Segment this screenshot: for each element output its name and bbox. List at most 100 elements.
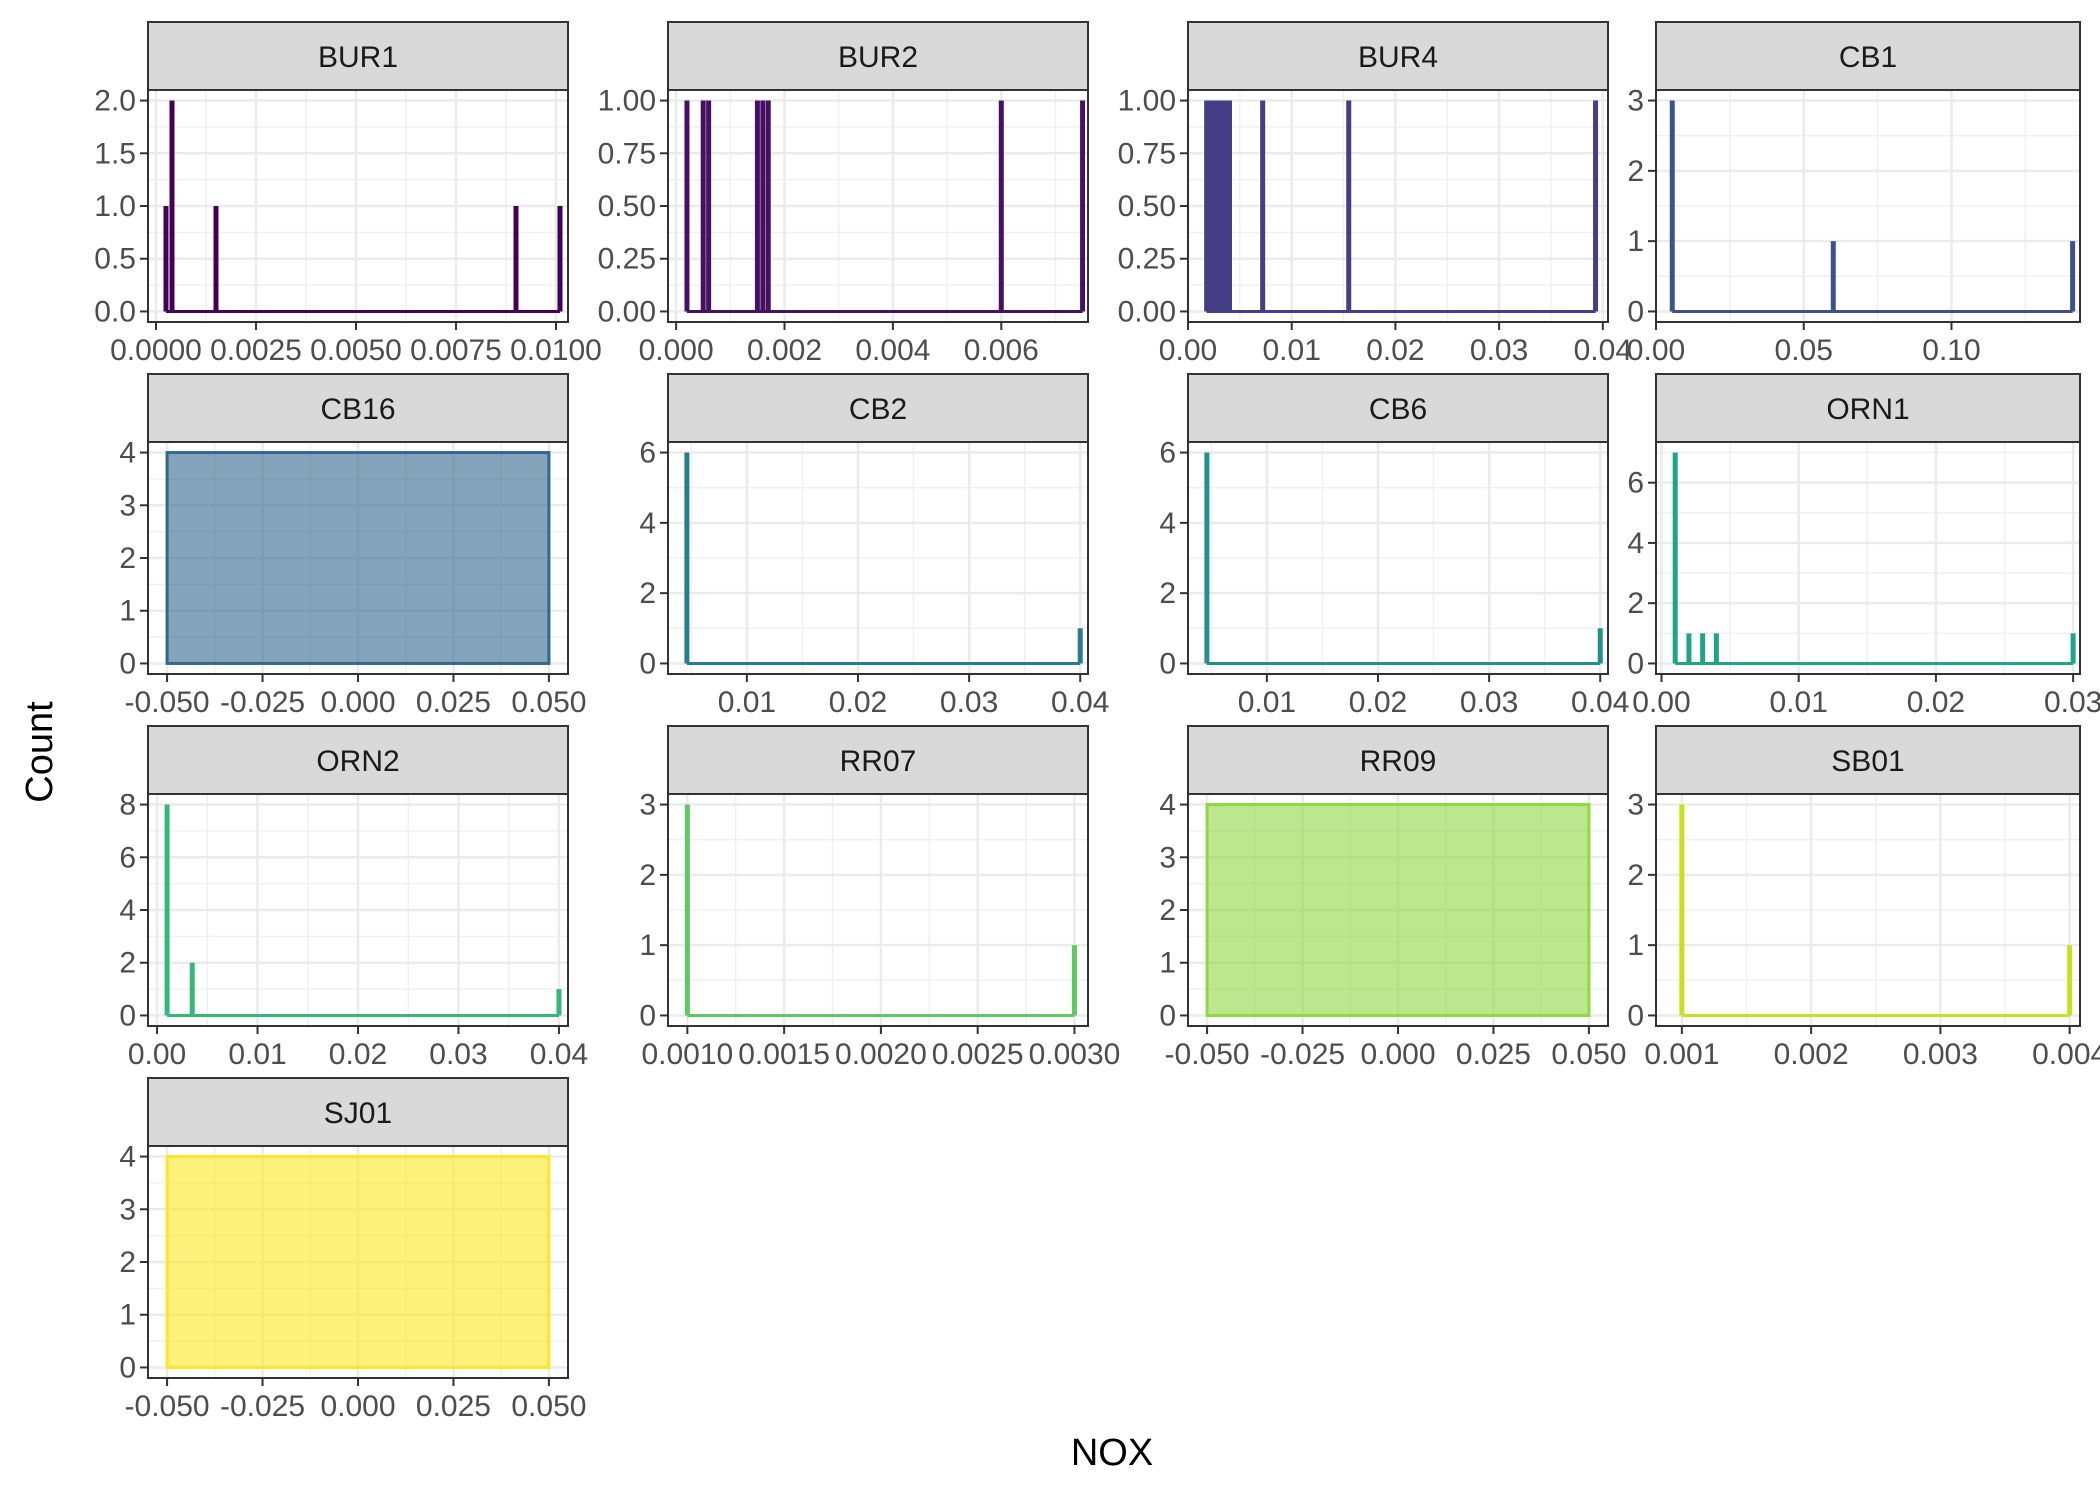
x-tick-label: 0.04 bbox=[1571, 686, 1629, 719]
strip-background bbox=[147, 373, 569, 443]
x-tick-label: 0.01 bbox=[228, 1038, 286, 1071]
x-tick-label: 0.00 bbox=[128, 1038, 186, 1071]
y-tick-label: 0.00 bbox=[598, 295, 656, 328]
panel-border bbox=[1655, 441, 2081, 675]
strip-label: CB6 bbox=[1369, 393, 1427, 426]
x-tick-label: 0.00 bbox=[1627, 334, 1685, 367]
y-tick-label: 4 bbox=[119, 894, 136, 927]
strip-background bbox=[667, 373, 1089, 443]
panel-sj01: SJ01 -0.050 -0.025 0.000 0.025 0.050 0 1 2 3 4 bbox=[119, 1077, 586, 1423]
y-tick-label: 3 bbox=[1159, 841, 1176, 874]
panel-border bbox=[667, 441, 1089, 675]
y-tick-label: 0.0 bbox=[94, 295, 136, 328]
y-tick-label: 0.00 bbox=[1118, 295, 1176, 328]
y-tick-label: 0.25 bbox=[598, 243, 656, 276]
x-tick-label: 0.02 bbox=[829, 686, 887, 719]
x-tick-label: 0.002 bbox=[747, 334, 822, 367]
x-tick-label: 0.0020 bbox=[835, 1038, 927, 1071]
x-tick-label: 0.01 bbox=[1770, 686, 1828, 719]
y-tick-label: 0 bbox=[1627, 647, 1644, 680]
panel-rr09: RR09 -0.050 -0.025 0.000 0.025 0.050 0 1 2 3 4 bbox=[1159, 725, 1626, 1071]
strip-background bbox=[1187, 725, 1609, 795]
panel-rr07: RR07 0.0010 0.0015 0.0020 0.0025 0.0030 0 1 2 3 bbox=[639, 725, 1121, 1071]
panel-bur4: BUR4 0.00 0.01 0.02 0.03 0.04 0.00 0.25 0.50 0.75… bbox=[1118, 21, 1632, 367]
histogram-bar bbox=[165, 451, 551, 665]
strip-background bbox=[147, 725, 569, 795]
x-tick-label: 0.004 bbox=[855, 334, 930, 367]
x-tick-label: 0.03 bbox=[1470, 334, 1528, 367]
y-tick-label: 4 bbox=[1627, 527, 1644, 560]
y-tick-label: 0.50 bbox=[598, 190, 656, 223]
x-tick-label: 0.03 bbox=[429, 1038, 487, 1071]
y-tick-label: 1.00 bbox=[598, 85, 656, 118]
y-tick-label: 4 bbox=[1159, 789, 1176, 822]
x-tick-label: 0.03 bbox=[940, 686, 998, 719]
x-tick-label: 0.003 bbox=[1903, 1038, 1978, 1071]
panel-cb6: CB6 0.01 0.02 0.03 0.04 0 2 4 6 bbox=[1159, 373, 1629, 719]
y-tick-label: 2 bbox=[119, 1246, 136, 1279]
strip-label: RR09 bbox=[1360, 745, 1437, 778]
x-tick-label: 0.00 bbox=[1159, 334, 1217, 367]
x-tick-label: 0.001 bbox=[1644, 1038, 1719, 1071]
x-tick-label: 0.000 bbox=[320, 1390, 395, 1423]
x-tick-label: 0.02 bbox=[329, 1038, 387, 1071]
panel-orn1: ORN1 0.00 0.01 0.02 0.03 0 2 4 6 bbox=[1627, 373, 2100, 719]
x-tick-label: 0.03 bbox=[1460, 686, 1518, 719]
y-tick-label: 0.75 bbox=[1118, 137, 1176, 170]
y-tick-label: 1.5 bbox=[94, 137, 136, 170]
x-tick-label: 0.0100 bbox=[510, 334, 602, 367]
strip-background bbox=[1655, 725, 2081, 795]
x-tick-label: 0.01 bbox=[1263, 334, 1321, 367]
x-tick-label: 0.050 bbox=[511, 1390, 586, 1423]
y-tick-label: 0 bbox=[1627, 295, 1644, 328]
strip-background bbox=[147, 21, 569, 91]
y-tick-label: 0 bbox=[1159, 999, 1176, 1032]
y-tick-label: 0 bbox=[119, 1351, 136, 1384]
y-tick-label: 6 bbox=[1627, 467, 1644, 500]
x-tick-label: 0.0010 bbox=[641, 1038, 733, 1071]
y-tick-label: 6 bbox=[119, 841, 136, 874]
y-tick-label: 0 bbox=[1159, 647, 1176, 680]
x-tick-label: 0.01 bbox=[718, 686, 776, 719]
y-tick-label: 0 bbox=[639, 999, 656, 1032]
x-tick-label: 0.025 bbox=[1456, 1038, 1531, 1071]
x-tick-label: 0.006 bbox=[964, 334, 1039, 367]
y-tick-label: 4 bbox=[119, 437, 136, 470]
x-tick-label: 0.04 bbox=[1051, 686, 1109, 719]
x-tick-label: 0.03 bbox=[2044, 686, 2100, 719]
y-tick-label: 1 bbox=[1627, 929, 1644, 962]
y-tick-label: 4 bbox=[119, 1141, 136, 1174]
y-tick-label: 2.0 bbox=[94, 85, 136, 118]
y-tick-label: 1.00 bbox=[1118, 85, 1176, 118]
y-tick-label: 2 bbox=[1159, 577, 1176, 610]
y-tick-label: 4 bbox=[639, 507, 656, 540]
x-axis-title: NOX bbox=[1071, 1432, 1153, 1474]
x-tick-label: 0.0030 bbox=[1029, 1038, 1121, 1071]
y-tick-label: 0.5 bbox=[94, 243, 136, 276]
panel-cb16: CB16 -0.050 -0.025 0.000 0.025 0.050 0 1 2 3 4 bbox=[119, 373, 586, 719]
x-tick-label: 0.04 bbox=[530, 1038, 588, 1071]
x-tick-label: 0.02 bbox=[1907, 686, 1965, 719]
x-tick-label: -0.050 bbox=[125, 686, 210, 719]
x-tick-label: 0.05 bbox=[1775, 334, 1833, 367]
x-tick-label: -0.025 bbox=[220, 1390, 305, 1423]
x-tick-label: 0.0075 bbox=[410, 334, 502, 367]
y-tick-label: 0.75 bbox=[598, 137, 656, 170]
x-tick-label: 0.004 bbox=[2032, 1038, 2100, 1071]
strip-background bbox=[1187, 21, 1609, 91]
x-tick-label: 0.025 bbox=[416, 686, 491, 719]
x-tick-label: 0.02 bbox=[1349, 686, 1407, 719]
y-tick-label: 2 bbox=[119, 947, 136, 980]
y-tick-label: 0.50 bbox=[1118, 190, 1176, 223]
x-tick-label: -0.025 bbox=[220, 686, 305, 719]
x-tick-label: 0.0050 bbox=[310, 334, 402, 367]
y-tick-label: 0 bbox=[639, 647, 656, 680]
panel-orn2: ORN2 0.00 0.01 0.02 0.03 0.04 0 2 4 6 8 bbox=[119, 725, 588, 1071]
histogram-bar bbox=[165, 1155, 551, 1369]
strip-label: BUR4 bbox=[1358, 41, 1438, 74]
y-tick-label: 2 bbox=[639, 577, 656, 610]
y-tick-label: 2 bbox=[1627, 587, 1644, 620]
y-axis-title: Count bbox=[19, 701, 61, 803]
